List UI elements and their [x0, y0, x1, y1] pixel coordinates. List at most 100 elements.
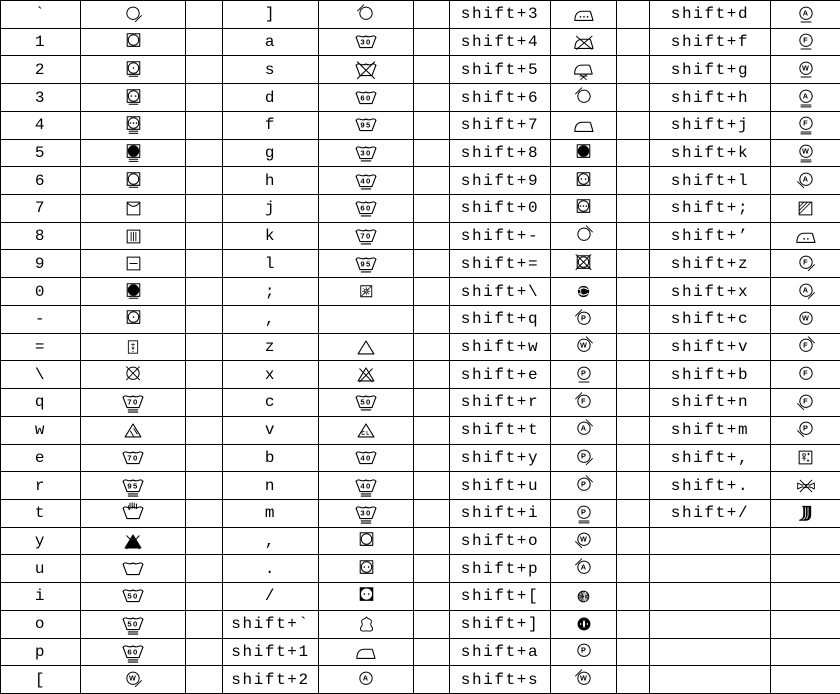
key-cell: shift+p [450, 555, 551, 583]
wash-40-icon: 40 [353, 169, 379, 193]
spacer-cell [414, 278, 450, 306]
wash-30-icon: 30 [353, 501, 379, 525]
key-cell: shift+9 [450, 167, 551, 195]
tumble-icon [574, 197, 593, 219]
tumble-icon [124, 170, 143, 192]
symbol-cell [81, 84, 186, 112]
symbol-cell: 50 [81, 583, 186, 611]
svg-text:40: 40 [360, 453, 371, 462]
key-cell: shift+j [650, 111, 771, 139]
symbol-cell: F [771, 28, 840, 56]
svg-text:F: F [803, 369, 809, 378]
iron-x-icon [573, 33, 595, 51]
key-cell: shift+z [650, 250, 771, 278]
spacer-cell [186, 56, 223, 84]
symbol-cell: 95 [319, 111, 414, 139]
wash-60-icon: 60 [353, 86, 379, 110]
key-cell: shift+. [650, 472, 771, 500]
symbol-cell [771, 222, 840, 250]
spacer-cell [186, 333, 223, 361]
circle-letter-F-icon: F [796, 392, 816, 414]
circle-letter-A-icon: A [796, 87, 816, 109]
circle-letter-A-icon: A [574, 558, 594, 580]
key-cell: shift+4 [450, 28, 551, 56]
key-cell: , [223, 527, 319, 555]
key-cell: b [223, 444, 319, 472]
tumble-icon [124, 142, 143, 164]
key-cell: / [223, 583, 319, 611]
symbol-cell [551, 195, 617, 223]
symbol-cell [551, 167, 617, 195]
tumble-icon [124, 31, 143, 53]
svg-text:70: 70 [127, 453, 138, 462]
wash-70-icon: 70 [120, 390, 146, 414]
key-cell: shift+k [650, 139, 771, 167]
spacer-cell [414, 444, 450, 472]
spacer-cell [414, 499, 450, 527]
circle-letter-P-icon: P [796, 419, 816, 441]
spacer-cell [186, 389, 223, 417]
spacer-cell [414, 167, 450, 195]
key-cell: n [223, 472, 319, 500]
spacer-cell [186, 416, 223, 444]
svg-text:40: 40 [360, 176, 371, 185]
symbol-cell [771, 472, 840, 500]
spacer-cell [617, 389, 650, 417]
spacer-cell [617, 56, 650, 84]
symbol-cell [81, 167, 186, 195]
symbol-cell [81, 56, 186, 84]
circle-letter-F-icon: F [796, 364, 816, 386]
circle-letter-F-icon: F [574, 392, 594, 414]
svg-text:A: A [802, 8, 809, 17]
svg-text:50: 50 [127, 620, 138, 629]
symbol-cell: F [771, 333, 840, 361]
svg-text:P: P [580, 507, 586, 516]
key-cell: 1 [1, 28, 81, 56]
symbol-cell: 70 [319, 222, 414, 250]
spacer-cell [617, 111, 650, 139]
key-cell: shift+x [650, 278, 771, 306]
svg-text:F: F [803, 258, 809, 267]
symbol-cell: 60 [319, 84, 414, 112]
spacer-cell [186, 527, 223, 555]
bleach-cl-icon: CL [356, 421, 376, 440]
svg-text:95: 95 [127, 481, 138, 490]
key-cell [650, 583, 771, 611]
tumble-icon [357, 530, 376, 552]
spacer-cell [617, 305, 650, 333]
symbol-cell [81, 111, 186, 139]
symbol-cell: 50 [319, 389, 414, 417]
symbol-cell: 70 [81, 444, 186, 472]
iron-icon [795, 227, 817, 245]
symbol-cell [319, 278, 414, 306]
key-cell: 2 [1, 56, 81, 84]
wash-70-icon: 70 [353, 224, 379, 248]
wash-40-icon: 40 [353, 474, 379, 498]
svg-text:CL: CL [361, 431, 370, 437]
key-cell: shift+5 [450, 56, 551, 84]
svg-text:A: A [580, 424, 587, 433]
circle-letter-A-icon: A [356, 669, 376, 691]
symbol-cell [551, 1, 617, 29]
symbol-cell [771, 527, 840, 555]
key-cell: i [1, 583, 81, 611]
key-cell: ` [1, 1, 81, 29]
key-cell: ] [223, 1, 319, 29]
leather-icon [357, 615, 376, 634]
wash-icon [120, 557, 146, 581]
symbol-cell [771, 555, 840, 583]
symbol-cell [81, 499, 186, 527]
circle-letter-F-icon: F [796, 31, 816, 53]
symbol-cell: F [771, 361, 840, 389]
svg-text:P: P [580, 313, 586, 322]
spacer-cell [414, 666, 450, 694]
key-cell: shift+] [450, 610, 551, 638]
symbol-cell [319, 56, 414, 84]
